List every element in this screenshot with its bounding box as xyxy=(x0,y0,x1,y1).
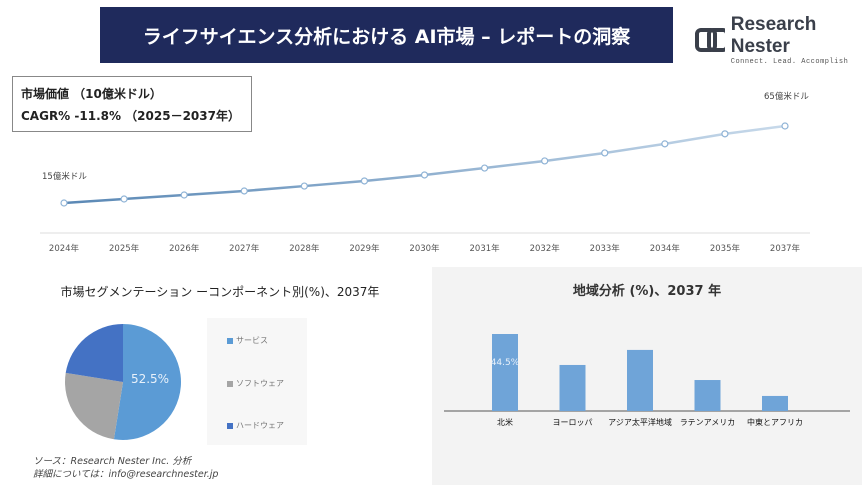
data-point xyxy=(541,157,549,165)
x-tick-label: 2029年 xyxy=(349,243,380,254)
legend-swatch xyxy=(227,337,233,344)
data-label-first: 15億米ドル xyxy=(42,171,87,182)
logo-icon xyxy=(695,28,725,52)
data-point xyxy=(420,171,429,179)
pie-legend: サービス ソフトウェア ハードウェア xyxy=(207,318,307,445)
legend-item-service: サービス xyxy=(227,335,268,346)
cagr-label: CAGR% -11.8% （2025－2037年） xyxy=(21,109,240,123)
data-point xyxy=(180,191,188,199)
x-tick-label: 2034年 xyxy=(650,243,681,254)
x-tick-label: 2032年 xyxy=(530,243,561,254)
legend-label: ハードウェア xyxy=(236,421,284,430)
pie-slice xyxy=(113,324,181,440)
pie-slice xyxy=(65,324,123,382)
bar xyxy=(762,395,788,411)
x-tick-label: 2028年 xyxy=(289,243,320,254)
logo-tagline: Connect. Lead. Accomplish xyxy=(730,58,849,66)
legend-item-software: ソフトウェア xyxy=(227,378,284,389)
bar-chart: 北米 ヨーロッパ アジア太平洋地域 ラテンアメリカ 中東とアフリカ 44.5% xyxy=(444,334,850,427)
pie-title: 市場セグメンテーション ーコンポーネント別(%)、2037年 xyxy=(60,285,380,299)
market-value-label: 市場価値 （10億米ドル） xyxy=(21,87,162,101)
bar xyxy=(559,364,586,411)
series-line xyxy=(63,124,786,205)
source-line: ソース：Research Nester Inc. 分析 xyxy=(33,456,192,467)
data-point xyxy=(300,182,308,190)
data-label-last: 65億米ドル xyxy=(764,91,809,102)
legend-swatch xyxy=(227,380,233,387)
data-point xyxy=(601,149,609,157)
source-note: ソース：Research Nester Inc. 分析詳細については：info@… xyxy=(33,455,218,481)
data-point xyxy=(480,164,489,172)
x-tick-label: 中東とアフリカ xyxy=(747,417,803,427)
x-tick-label: ラテンアメリカ xyxy=(680,418,736,427)
data-point xyxy=(60,199,68,207)
kpi-box: 市場価値 （10億米ドル） CAGR% -11.8% （2025－2037年） xyxy=(12,76,252,132)
x-tick-label: 2026年 xyxy=(169,243,200,254)
x-tick-label: 2031年 xyxy=(470,243,501,254)
report-title-banner: ライフサイエンス分析における AI市場 – レポートの洞察 xyxy=(100,7,673,63)
x-tick-label: 2030年 xyxy=(409,243,440,254)
x-tick-label: 2027年 xyxy=(229,243,260,254)
logo: Research Nester Connect. Lead. Accomplish xyxy=(695,14,862,66)
line-chart: 2024年 2025年 2026年 2027年 2028年 2029年 2030年 2031年… xyxy=(40,91,810,254)
x-tick-label: アジア太平洋地域 xyxy=(608,417,672,427)
x-tick-label: 2033年 xyxy=(590,243,621,254)
contact-line: 詳細については：info@researchnester.jp xyxy=(33,469,219,480)
x-tick-label: 北米 xyxy=(497,417,513,427)
x-tick-label: 2025年 xyxy=(109,243,140,254)
data-point xyxy=(240,187,248,195)
bar xyxy=(492,334,518,411)
bar xyxy=(694,380,721,411)
x-tick-label: 2024年 xyxy=(49,243,80,254)
pie-slice xyxy=(64,372,123,440)
legend-swatch xyxy=(227,422,233,429)
data-point xyxy=(721,130,729,138)
x-tick-label: 2037年 xyxy=(770,243,801,254)
logo-name: Research Nester xyxy=(730,14,817,57)
data-point xyxy=(781,122,789,130)
bar xyxy=(627,349,653,411)
legend-label: ソフトウェア xyxy=(236,379,284,388)
x-tick-label: 2035年 xyxy=(710,243,741,254)
pie-data-label: 52.5% xyxy=(131,372,169,386)
data-point xyxy=(661,140,669,148)
pie-chart: 52.5% xyxy=(64,324,181,440)
bar-data-label: 44.5% xyxy=(491,358,520,368)
data-point xyxy=(360,177,369,185)
legend-label: サービス xyxy=(236,336,268,345)
x-tick-label: ヨーロッパ xyxy=(553,418,593,427)
data-point xyxy=(120,195,128,203)
bar-title: 地域分析 (%)、2037 年 xyxy=(572,284,722,299)
report-title: ライフサイエンス分析における AI市場 – レポートの洞察 xyxy=(142,25,631,48)
legend-item-hardware: ハードウェア xyxy=(227,420,284,431)
